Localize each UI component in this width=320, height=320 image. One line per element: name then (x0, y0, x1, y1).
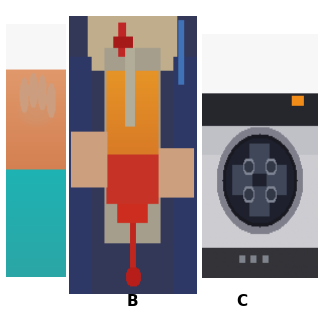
Text: C: C (236, 294, 247, 309)
Text: B: B (127, 294, 139, 309)
